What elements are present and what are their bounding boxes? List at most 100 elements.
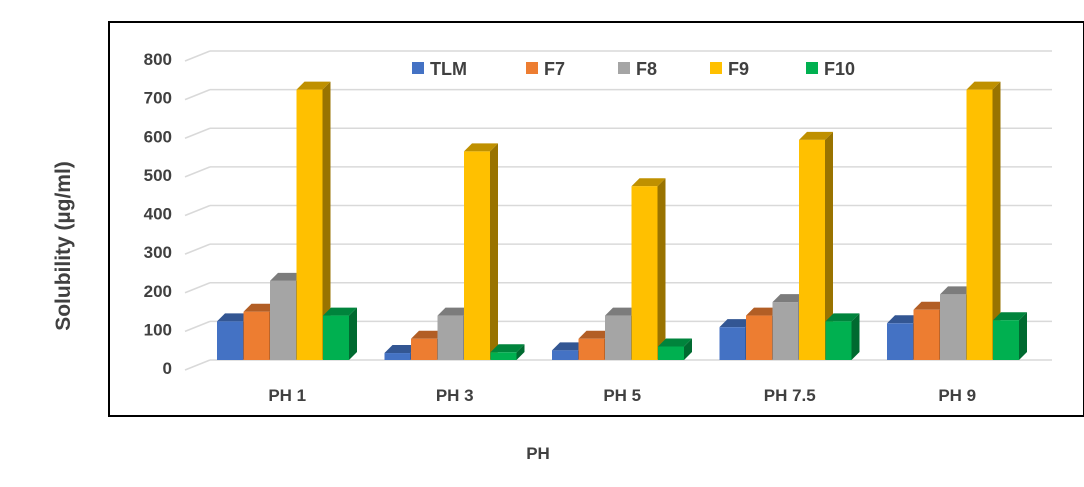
bar-f9-1 <box>296 81 331 360</box>
bar-top <box>772 294 807 303</box>
bar-top <box>799 131 833 140</box>
bar-top <box>631 178 666 187</box>
bar-f10-4 <box>825 313 860 360</box>
bar-top <box>887 315 921 324</box>
bar-top <box>464 143 498 152</box>
bar-top <box>966 81 1001 90</box>
bar-front <box>887 323 913 360</box>
legend: TLM F7 F8 F9 F10 <box>412 59 855 79</box>
bar-f9-3 <box>631 178 666 360</box>
bar-top <box>270 272 304 281</box>
category-labels: PH 1 PH 3 PH 5 PH 7.5 PH 9 <box>268 386 976 405</box>
bar-top <box>825 313 860 322</box>
bar-side <box>349 307 357 360</box>
bar-side <box>516 344 525 360</box>
gridline-depth <box>184 127 211 139</box>
y-tick-label: 300 <box>144 243 172 262</box>
bar-top <box>913 301 948 310</box>
bar-top <box>243 303 278 312</box>
legend-swatch <box>710 62 722 74</box>
gridline-depth <box>184 282 211 294</box>
bar-front <box>719 327 746 360</box>
y-tick-label: 600 <box>144 127 172 146</box>
bar-front <box>578 338 605 360</box>
bar-front <box>966 89 993 360</box>
legend-label: TLM <box>430 59 467 79</box>
legend-item-f9: F9 <box>710 59 749 79</box>
bar-front <box>913 309 940 360</box>
bar-top <box>411 330 445 339</box>
bar-front <box>605 315 631 360</box>
legend-item-f8: F8 <box>618 59 657 79</box>
bar-top <box>217 313 251 322</box>
bar-front <box>217 321 243 360</box>
bar-top <box>384 345 419 354</box>
legend-swatch <box>412 62 424 74</box>
y-tick-label: 200 <box>144 282 172 301</box>
y-tick-label: 800 <box>144 50 172 69</box>
bar-front <box>490 352 517 360</box>
gridline-depth <box>184 320 211 333</box>
legend-item-tlm: TLM <box>412 59 467 79</box>
bar-front <box>940 294 966 360</box>
gridline-depth <box>184 166 211 178</box>
bar-top <box>490 344 525 353</box>
gridline-depth <box>184 359 211 371</box>
bars <box>217 81 1027 360</box>
bar-side <box>490 143 498 360</box>
bar-front <box>437 315 464 360</box>
legend-swatch <box>618 62 630 74</box>
bar-front <box>631 186 658 360</box>
bar-front <box>658 346 684 360</box>
gridline-depth <box>184 243 211 255</box>
gridline-depth <box>184 88 211 101</box>
bar-top <box>552 342 586 351</box>
bar-f9-5 <box>966 81 1001 360</box>
bar-top <box>719 319 754 328</box>
bar-top <box>578 330 613 339</box>
bar-side <box>825 131 833 360</box>
bar-front <box>552 350 578 360</box>
bar-f9-4 <box>799 131 833 360</box>
legend-label: F7 <box>544 59 565 79</box>
bar-side <box>851 313 860 360</box>
gridline-depth <box>184 204 211 217</box>
bar-f10-2 <box>490 344 525 360</box>
legend-label: F8 <box>636 59 657 79</box>
bar-side <box>322 81 331 360</box>
bar-front <box>411 338 437 360</box>
bar-side <box>1019 312 1027 360</box>
bar-top <box>605 307 639 316</box>
bar-side <box>684 338 692 360</box>
bar-f9-2 <box>464 143 498 360</box>
bar-top <box>940 286 974 295</box>
legend-label: F9 <box>728 59 749 79</box>
bar-front <box>993 320 1019 360</box>
bar-f10-5 <box>993 312 1027 360</box>
bar-front <box>296 89 323 360</box>
category-label: PH 3 <box>436 386 474 405</box>
x-axis-label: PH <box>526 444 550 463</box>
bar-front <box>746 315 772 360</box>
bar-front <box>825 321 852 360</box>
bar-top <box>296 81 331 90</box>
category-label: PH 7.5 <box>764 386 816 405</box>
bar-front <box>270 280 296 360</box>
bar-f10-3 <box>658 338 692 360</box>
y-tick-label: 400 <box>144 205 172 224</box>
y-tick-label: 500 <box>144 166 172 185</box>
y-tick-labels: 0 100 200 300 400 500 600 700 800 <box>144 50 172 378</box>
bar-front <box>323 315 349 360</box>
bar-front <box>772 302 799 360</box>
gridline-depth <box>184 50 211 62</box>
y-tick-label: 100 <box>144 320 172 339</box>
bar-top <box>323 307 357 316</box>
legend-item-f10: F10 <box>806 59 855 79</box>
y-tick-label: 0 <box>163 359 172 378</box>
bar-front <box>799 139 825 360</box>
bar-f10-1 <box>323 307 357 360</box>
y-axis-label: Solubility (µg/ml) <box>52 161 75 331</box>
legend-item-f7: F7 <box>526 59 565 79</box>
